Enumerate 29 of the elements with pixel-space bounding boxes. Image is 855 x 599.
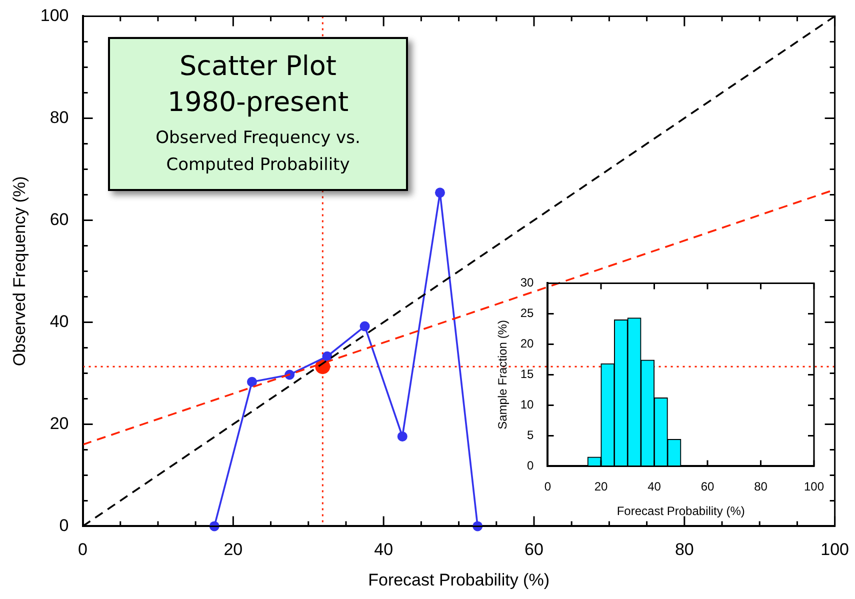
x-tick-label: 80 bbox=[754, 480, 768, 494]
x-tick-label: 100 bbox=[804, 480, 824, 494]
y-tick-label: 100 bbox=[40, 6, 69, 25]
x-tick-label: 80 bbox=[674, 540, 694, 560]
x-tick-label: 0 bbox=[544, 480, 552, 494]
y-tick-label: 0 bbox=[59, 516, 69, 535]
x-tick-label: 40 bbox=[648, 480, 662, 494]
y-tick-label: 15 bbox=[520, 367, 534, 382]
y-tick-label: 20 bbox=[520, 336, 534, 351]
y-tick-label: 10 bbox=[520, 398, 534, 412]
x-tick-label: 20 bbox=[594, 480, 608, 494]
y-tick-label: 0 bbox=[527, 458, 534, 473]
y-tick-label: 40 bbox=[50, 312, 69, 331]
y-tick-label: 60 bbox=[50, 210, 69, 229]
x-tick-label: 100 bbox=[820, 540, 850, 560]
y-tick-label: 80 bbox=[50, 108, 69, 127]
x-tick-label: 0 bbox=[78, 540, 88, 560]
y-tick-label: 30 bbox=[520, 276, 534, 290]
x-tick-label: 40 bbox=[374, 540, 394, 560]
y-tick-label: 25 bbox=[520, 306, 534, 320]
text-box: Scatter Plot 1980-present Observed Frequency vs. Computed Probability bbox=[108, 37, 408, 191]
y-axis-title: Sample Fraction (%) bbox=[496, 320, 510, 430]
y-tick-label: 20 bbox=[50, 414, 69, 433]
x-tick-label: 60 bbox=[700, 480, 714, 494]
y-tick-label: 5 bbox=[527, 428, 534, 442]
x-tick-label: 20 bbox=[224, 540, 243, 560]
x-axis-title: Forecast Probability (%) bbox=[616, 504, 745, 518]
y-axis-title: Observed Frequency (%) bbox=[10, 176, 29, 366]
x-axis-title: Forecast Probability (%) bbox=[368, 570, 550, 590]
